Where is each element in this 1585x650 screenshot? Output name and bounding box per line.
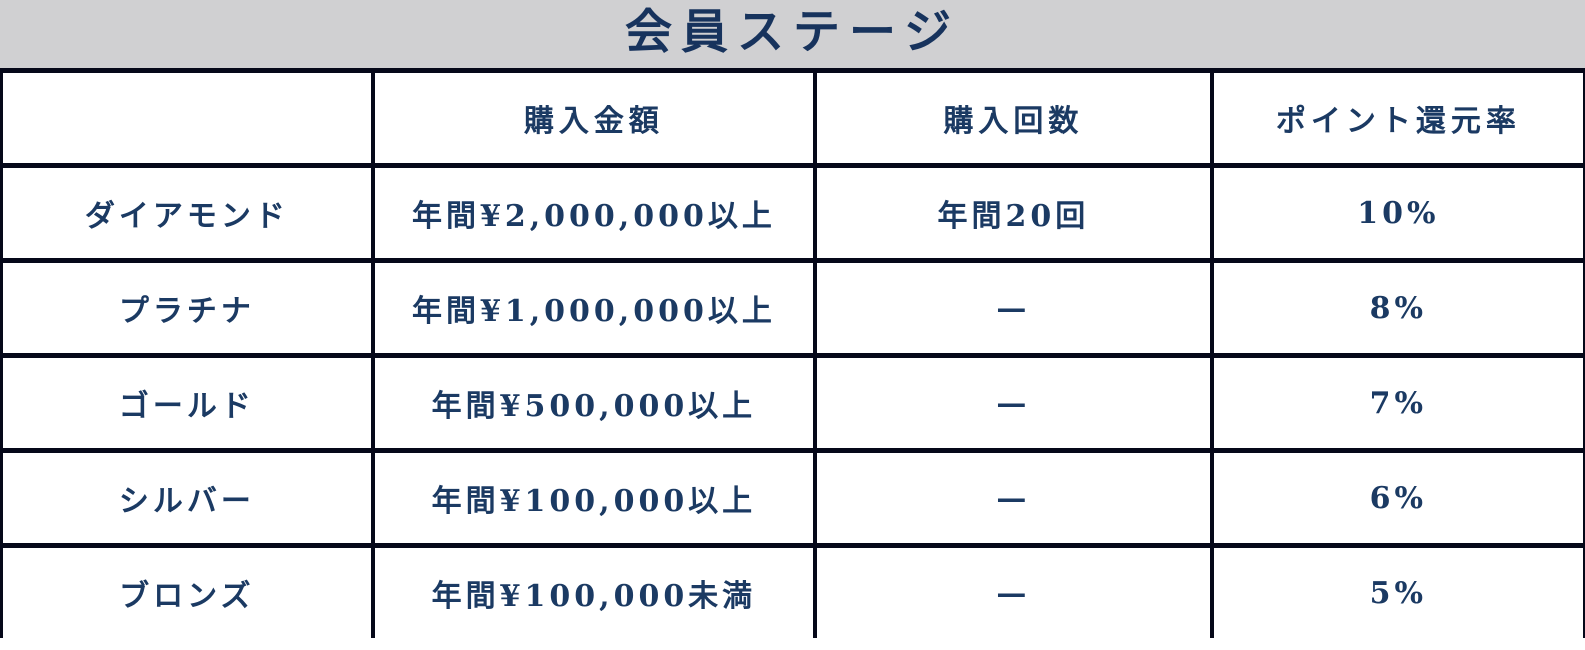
point-rate-cell: 7% (1209, 353, 1585, 453)
table-row-platinum: プラチナ 年間¥1,000,000以上 — 8% (1, 258, 1585, 358)
stage-name-cell: プラチナ (1, 258, 375, 358)
purchase-count-cell: — (813, 543, 1214, 641)
table-row-diamond: ダイアモンド 年間¥2,000,000以上 年間20回 10% (1, 163, 1585, 263)
point-rate-cell: 6% (1209, 448, 1585, 548)
point-rate-cell: 8% (1209, 258, 1585, 358)
stage-name-cell: シルバー (1, 448, 375, 548)
table-row-gold: ゴールド 年間¥500,000以上 — 7% (1, 353, 1585, 453)
header-cell-purchase-amount: 購入金額 (370, 70, 818, 168)
point-rate-cell: 5% (1209, 543, 1585, 641)
purchase-count-cell: 年間20回 (813, 163, 1214, 263)
purchase-count-cell: — (813, 448, 1214, 548)
purchase-amount-cell: 年間¥1,000,000以上 (370, 258, 818, 358)
point-rate-cell: 10% (1209, 163, 1585, 263)
purchase-amount-cell: 年間¥500,000以上 (370, 353, 818, 453)
purchase-count-cell: — (813, 258, 1214, 358)
header-cell-point-rate: ポイント還元率 (1209, 70, 1585, 168)
stage-name-cell: ブロンズ (1, 543, 375, 641)
purchase-amount-cell: 年間¥2,000,000以上 (370, 163, 818, 263)
table-row-bronze: ブロンズ 年間¥100,000未満 — 5% (1, 543, 1585, 641)
membership-stage-table-wrap: 購入金額 購入回数 ポイント還元率 ダイアモンド 年間¥2,000,000以上 … (0, 70, 1585, 641)
table-row-silver: シルバー 年間¥100,000以上 — 6% (1, 448, 1585, 548)
purchase-count-cell: — (813, 353, 1214, 453)
title-bar: 会員ステージ (0, 0, 1585, 73)
page-title: 会員ステージ (624, 4, 961, 60)
purchase-amount-cell: 年間¥100,000以上 (370, 448, 818, 548)
purchase-amount-cell: 年間¥100,000未満 (370, 543, 818, 641)
membership-stage-table: 購入金額 購入回数 ポイント還元率 ダイアモンド 年間¥2,000,000以上 … (1, 70, 1585, 641)
stage-name-cell: ゴールド (1, 353, 375, 453)
header-row: 購入金額 購入回数 ポイント還元率 (1, 70, 1585, 168)
stage-name-cell: ダイアモンド (1, 163, 375, 263)
header-cell-stage (1, 70, 375, 168)
header-cell-purchase-count: 購入回数 (813, 70, 1214, 168)
